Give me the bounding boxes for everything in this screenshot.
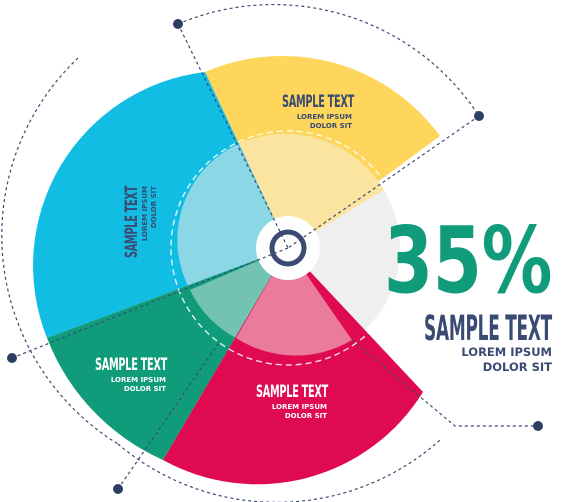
inner-dashed-ring (170, 130, 406, 366)
highlight-title: SAMPLE TEXT (424, 309, 552, 349)
label-blue-line2: DOLOR SIT (150, 186, 158, 228)
label-green-line1: LOREM IPSUM (111, 376, 166, 384)
segment-green-inner (190, 248, 288, 338)
label-red: SAMPLE TEXT LOREM IPSUM DOLOR SIT (256, 382, 329, 420)
dot-top (173, 19, 183, 29)
label-green-line2: DOLOR SIT (124, 385, 166, 393)
gray-sector (288, 190, 401, 340)
label-red-line2: DOLOR SIT (285, 412, 327, 420)
highlight-block: 35% SAMPLE TEXT LOREM IPSUM DOLOR SIT (384, 207, 553, 374)
dot-bottom-right (533, 421, 543, 431)
label-yellow-line2: DOLOR SIT (310, 122, 352, 130)
dot-bottom (113, 484, 123, 494)
label-red-title: SAMPLE TEXT (256, 382, 329, 402)
connector-bottom (117, 343, 219, 490)
label-blue-line1: LOREM IPSUM (141, 186, 149, 241)
label-green-title: SAMPLE TEXT (95, 355, 168, 375)
label-yellow: SAMPLE TEXT LOREM IPSUM DOLOR SIT (282, 92, 355, 130)
outer-dashed-arc-bottom (117, 439, 441, 502)
label-green: SAMPLE TEXT LOREM IPSUM DOLOR SIT (95, 355, 168, 393)
label-blue-title: SAMPLE TEXT (122, 185, 142, 258)
center-hub-outer (256, 216, 320, 280)
highlight-line1: LOREM IPSUM (461, 345, 552, 359)
connector-bottom-right (351, 339, 538, 427)
label-blue: SAMPLE TEXT LOREM IPSUM DOLOR SIT (122, 185, 158, 258)
segment-red (163, 248, 423, 485)
connector-left (11, 247, 289, 359)
dot-left (7, 353, 17, 363)
label-yellow-title: SAMPLE TEXT (282, 92, 355, 112)
connector-right (287, 115, 480, 249)
highlight-percent: 35% (384, 207, 552, 314)
outer-dashed-arc (177, 3, 480, 117)
center-ring-icon (269, 229, 307, 267)
segment-red-inner (236, 248, 352, 356)
label-red-line1: LOREM IPSUM (272, 403, 327, 411)
dot-right (474, 111, 484, 121)
highlight-line2: DOLOR SIT (483, 360, 552, 374)
outer-dashed-arc-left (1, 57, 119, 445)
label-yellow-line1: LOREM IPSUM (297, 113, 352, 121)
